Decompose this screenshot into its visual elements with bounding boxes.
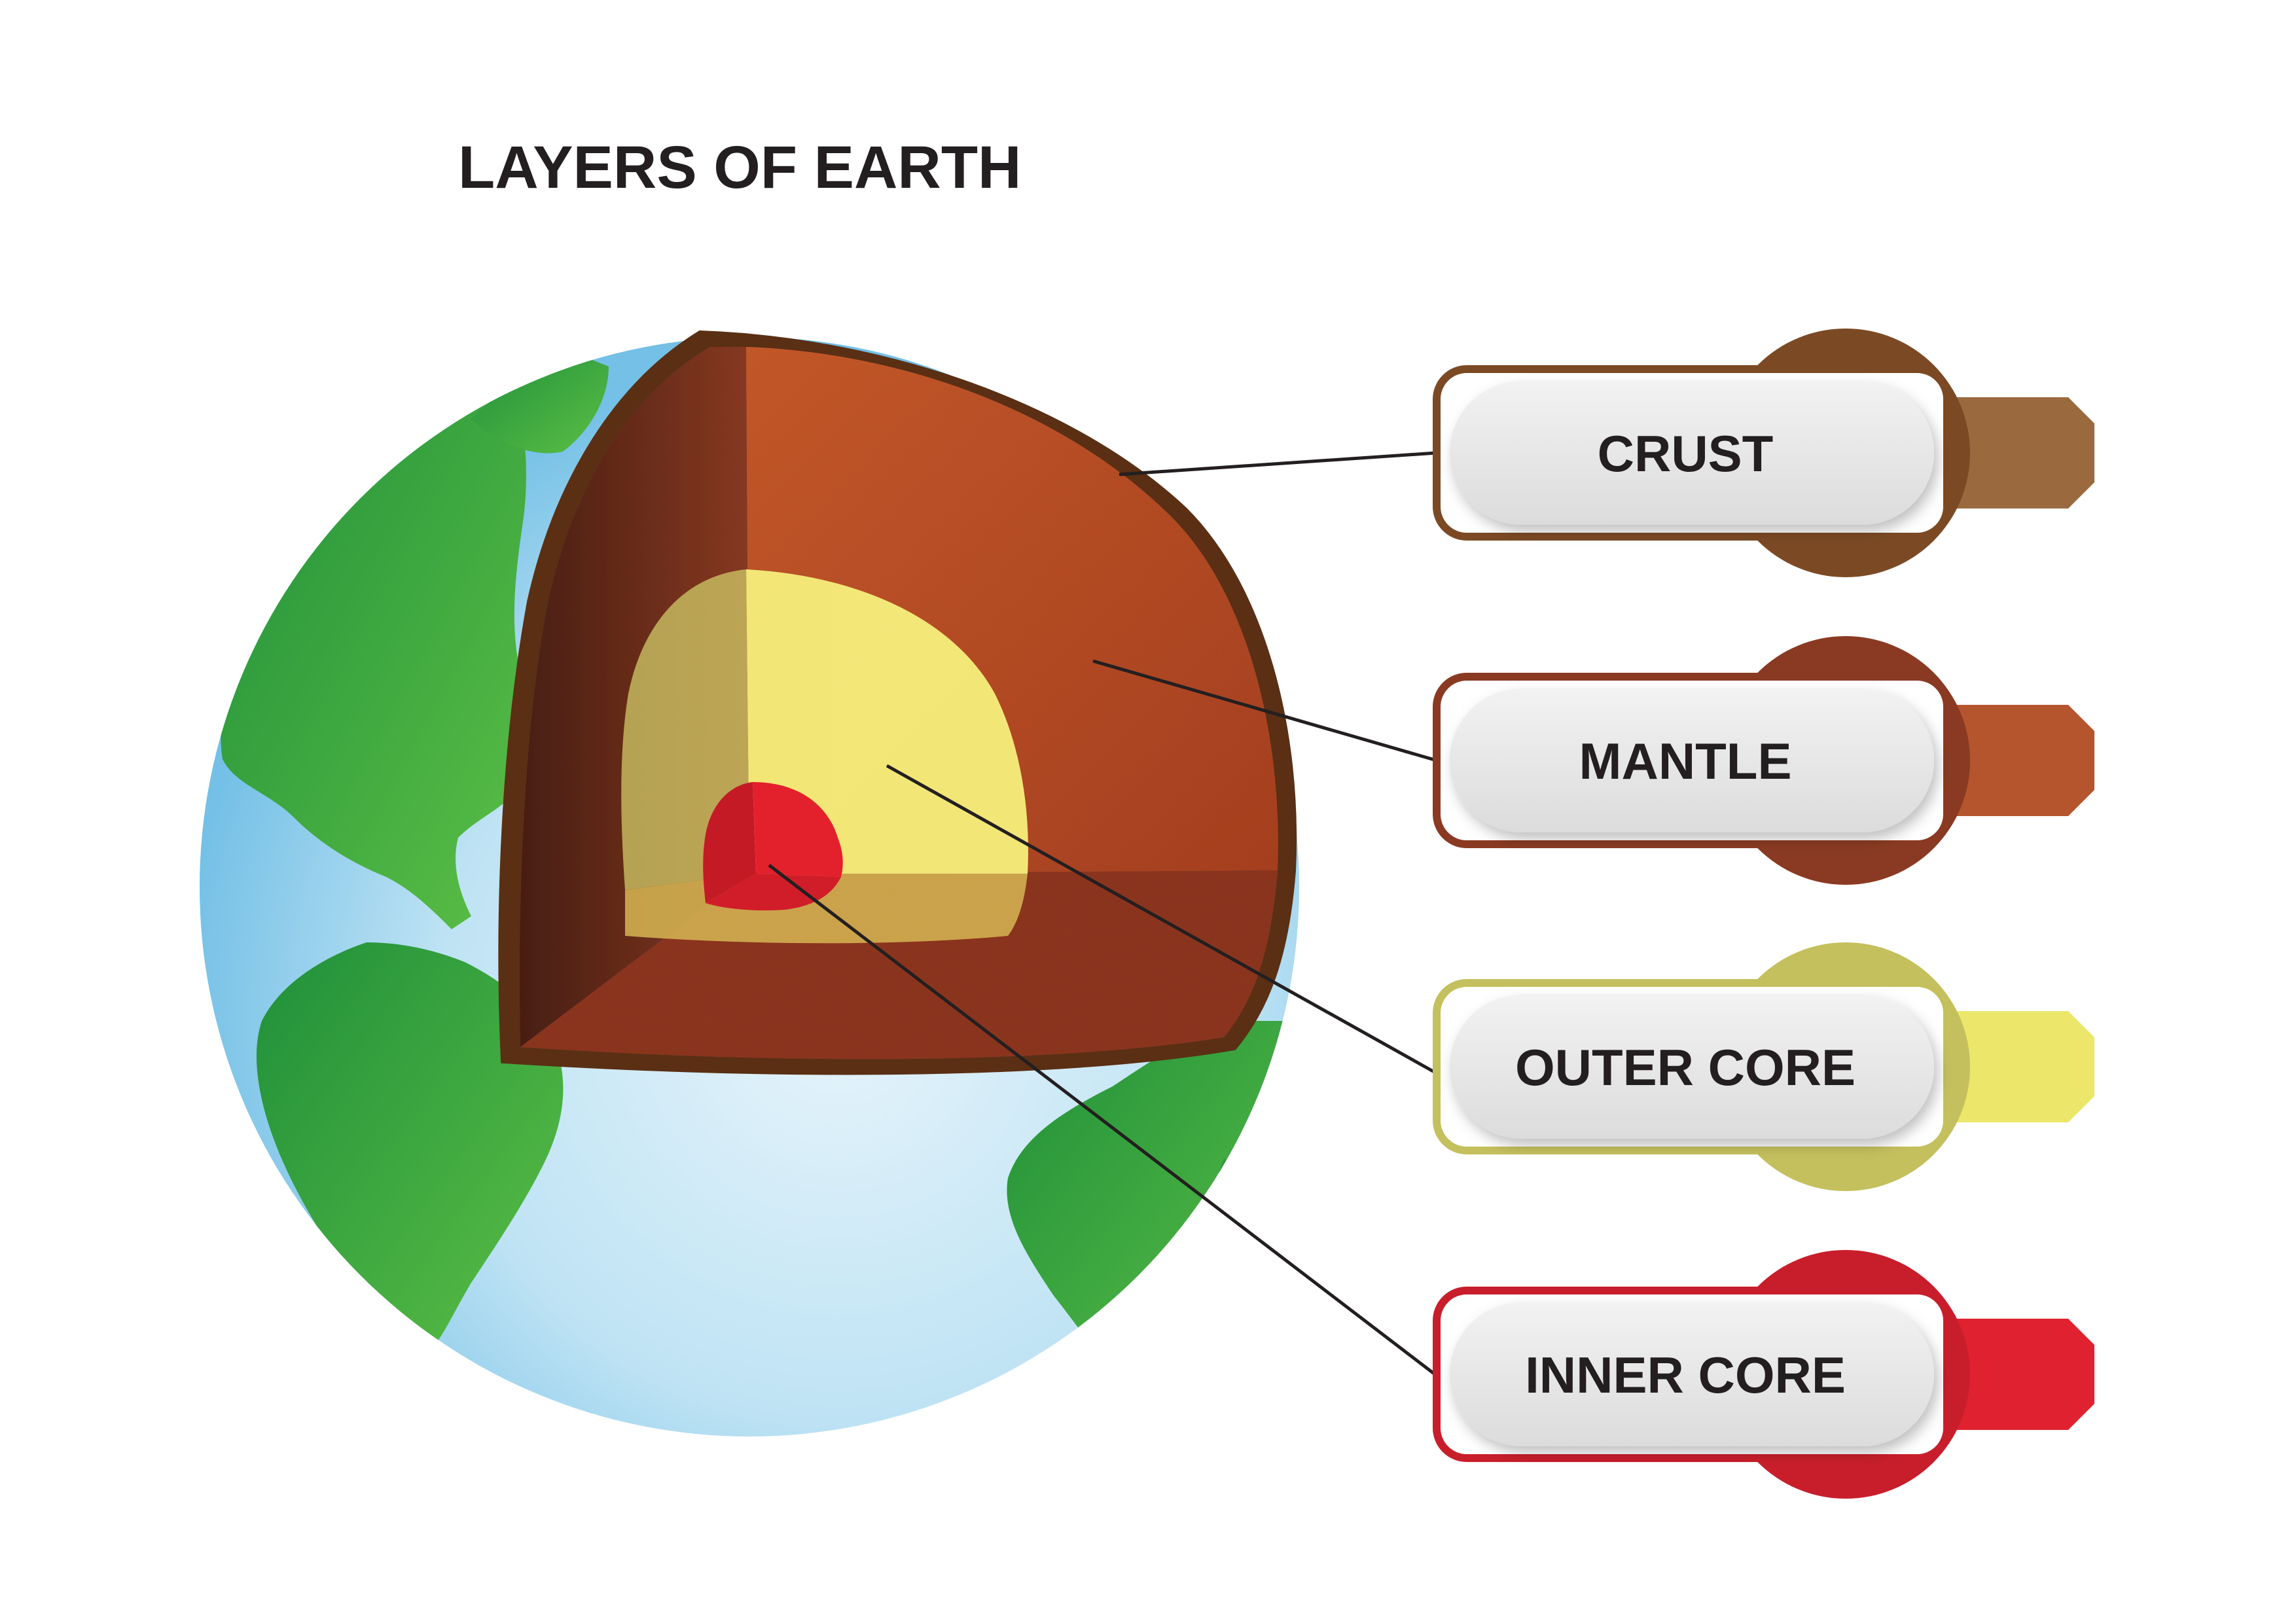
label-pill-outer-core xyxy=(1450,995,1934,1139)
label-arrow-crust xyxy=(1937,397,2094,508)
earth-cutaway xyxy=(498,330,1297,1075)
inner-core-layer xyxy=(703,782,843,911)
outer-core-right xyxy=(746,569,1028,874)
label-arrow-outer-core xyxy=(1937,1011,2094,1122)
continent-greenland xyxy=(471,353,609,454)
crust-outline xyxy=(498,330,1297,1075)
label-callout-crust: CRUST xyxy=(1433,329,2094,577)
label-pill-inner-core xyxy=(1450,1302,1934,1446)
leader-line-mantle xyxy=(1092,659,1437,762)
leader-lines xyxy=(768,451,1438,1377)
label-pill-mantle xyxy=(1450,688,1934,832)
inner-core-left xyxy=(703,782,756,903)
continent-north-america xyxy=(221,366,527,929)
label-arrow-mantle xyxy=(1937,705,2094,816)
inner-core-bottom xyxy=(706,874,841,911)
label-arrow-inner-core xyxy=(1937,1319,2094,1430)
label-callout-inner-core: INNER CORE xyxy=(1433,1250,2094,1499)
label-callout-outer-core: OUTER CORE xyxy=(1433,942,2094,1191)
continent-south-america xyxy=(256,942,564,1361)
label-text-inner-core: INNER CORE xyxy=(1525,1346,1846,1404)
label-text-outer-core: OUTER CORE xyxy=(1515,1039,1856,1096)
label-callout-mantle: MANTLE xyxy=(1433,636,2094,885)
layer-labels: CRUST MANTLE OUTER CORE INNER CORE xyxy=(1433,329,2094,1499)
leader-line-outer-core xyxy=(886,764,1438,1075)
leader-line-inner-core xyxy=(768,864,1438,1377)
inner-core-right xyxy=(753,782,843,877)
leader-line-crust xyxy=(1119,451,1437,476)
continents xyxy=(221,353,1299,1381)
page-title: LAYERS OF EARTH xyxy=(458,134,1021,201)
label-pill-crust xyxy=(1450,381,1934,525)
label-text-mantle: MANTLE xyxy=(1579,732,1792,790)
label-text-crust: CRUST xyxy=(1598,425,1774,482)
